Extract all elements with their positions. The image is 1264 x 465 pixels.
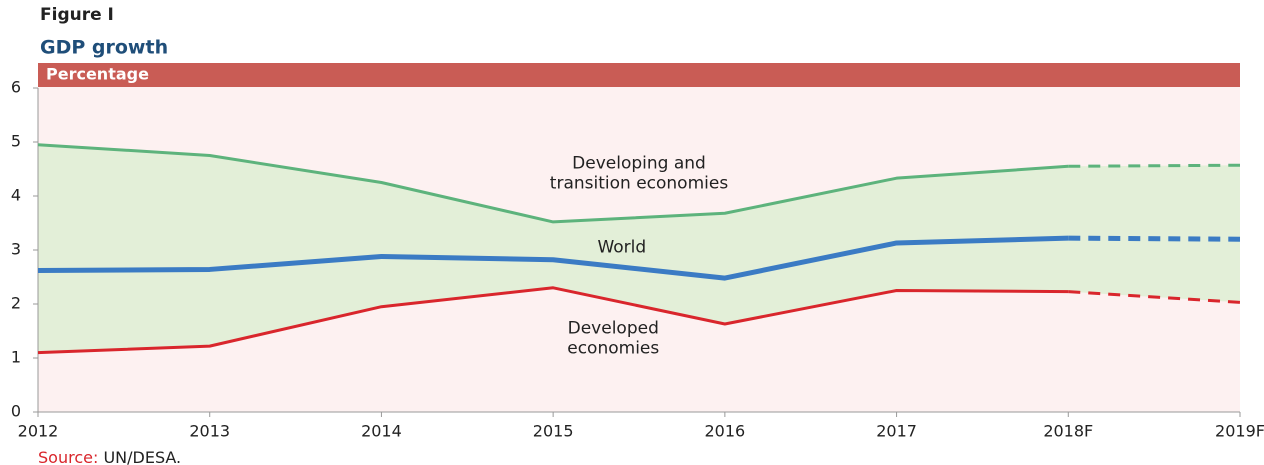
- x-tick-label: 2019F: [1215, 422, 1264, 441]
- series-line: [37, 286, 1069, 355]
- source: Source: UN/DESA.: [38, 448, 181, 465]
- y-tick-label: 6: [11, 78, 21, 97]
- annotation: transition economies: [550, 174, 729, 194]
- y-tick-label: 2: [11, 294, 21, 313]
- y-axis-label: Percentage: [46, 65, 149, 84]
- x-tick-label: 2013: [189, 422, 230, 441]
- figure-label: Figure I: [40, 5, 114, 25]
- x-tick-label: 2012: [18, 422, 59, 441]
- source-label: Source:: [38, 448, 98, 465]
- x-tick-label: 2015: [533, 422, 574, 441]
- band-area: [38, 144, 1240, 353]
- x-tick-label: 2017: [876, 422, 917, 441]
- chart-title: GDP growth: [40, 37, 168, 59]
- y-tick-label: 5: [11, 132, 21, 151]
- x-tick-label: 2018F: [1043, 422, 1093, 441]
- series-line: [37, 235, 1069, 281]
- annotation: economies: [567, 338, 659, 358]
- annotation: Developing and: [572, 154, 706, 174]
- y-tick-label: 3: [11, 240, 21, 259]
- y-tick-label: 1: [11, 348, 21, 367]
- header-banner: [38, 63, 1240, 87]
- annotation: World: [597, 237, 646, 257]
- series-line-forecast: [1068, 163, 1241, 168]
- series-line: [37, 143, 1069, 224]
- series-line-forecast: [1068, 290, 1241, 304]
- annotation: Developed: [568, 318, 659, 338]
- series-line-forecast: [1068, 235, 1241, 242]
- y-tick-label: 0: [11, 402, 21, 421]
- x-tick-label: 2014: [361, 422, 402, 441]
- source-text: UN/DESA.: [103, 448, 181, 465]
- y-tick-label: 4: [11, 186, 21, 205]
- x-tick-label: 2016: [704, 422, 745, 441]
